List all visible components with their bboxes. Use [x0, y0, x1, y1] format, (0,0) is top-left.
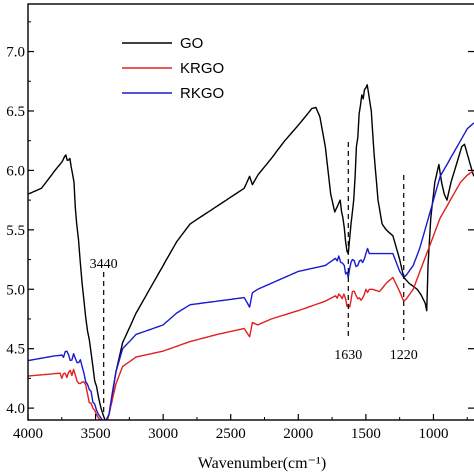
axes: 4000 3500 3000 2500 2000 1500 1000 4.0 4.5 5.0 5.5… — [6, 0, 474, 442]
legend-label-go: GO — [180, 35, 203, 52]
legend-label-rkgo: RKGO — [180, 85, 224, 102]
annotation-label: 1630 — [334, 348, 362, 363]
plot-frame — [27, 3, 474, 421]
y-tick-label: 4.5 — [6, 342, 25, 358]
y-tick-label: 5.0 — [6, 282, 25, 298]
series-line-krgo — [28, 169, 474, 420]
annotation-label: 1220 — [390, 348, 418, 363]
legend: GO KRGO RKGO — [122, 35, 224, 102]
annotation-label: 3440 — [90, 257, 118, 272]
series-line-rkgo — [28, 122, 474, 420]
x-tick-label: 2500 — [216, 426, 246, 442]
y-tick-label: 4.0 — [6, 401, 25, 417]
x-tick-label: 1500 — [351, 426, 381, 442]
y-tick-label: 6.0 — [6, 163, 25, 179]
series-line-go — [28, 84, 474, 420]
y-tick-label: 7.0 — [6, 45, 25, 61]
x-tick-label: 4000 — [13, 426, 43, 442]
annotations: 3440 1630 1220 — [90, 142, 418, 412]
plot-lines — [28, 84, 474, 420]
legend-label-krgo: KRGO — [180, 60, 224, 77]
y-tick-label: 5.5 — [6, 223, 25, 239]
y-tick-label: 7.5 — [6, 0, 25, 1]
x-tick-label: 3000 — [148, 426, 178, 442]
x-axis-label: Wavenumber(cm⁻¹) — [198, 455, 326, 472]
x-tick-label: 1000 — [418, 426, 448, 442]
y-tick-label: 6.5 — [6, 104, 25, 120]
x-tick-label: 2000 — [283, 426, 313, 442]
x-tick-label: 3500 — [81, 426, 111, 442]
